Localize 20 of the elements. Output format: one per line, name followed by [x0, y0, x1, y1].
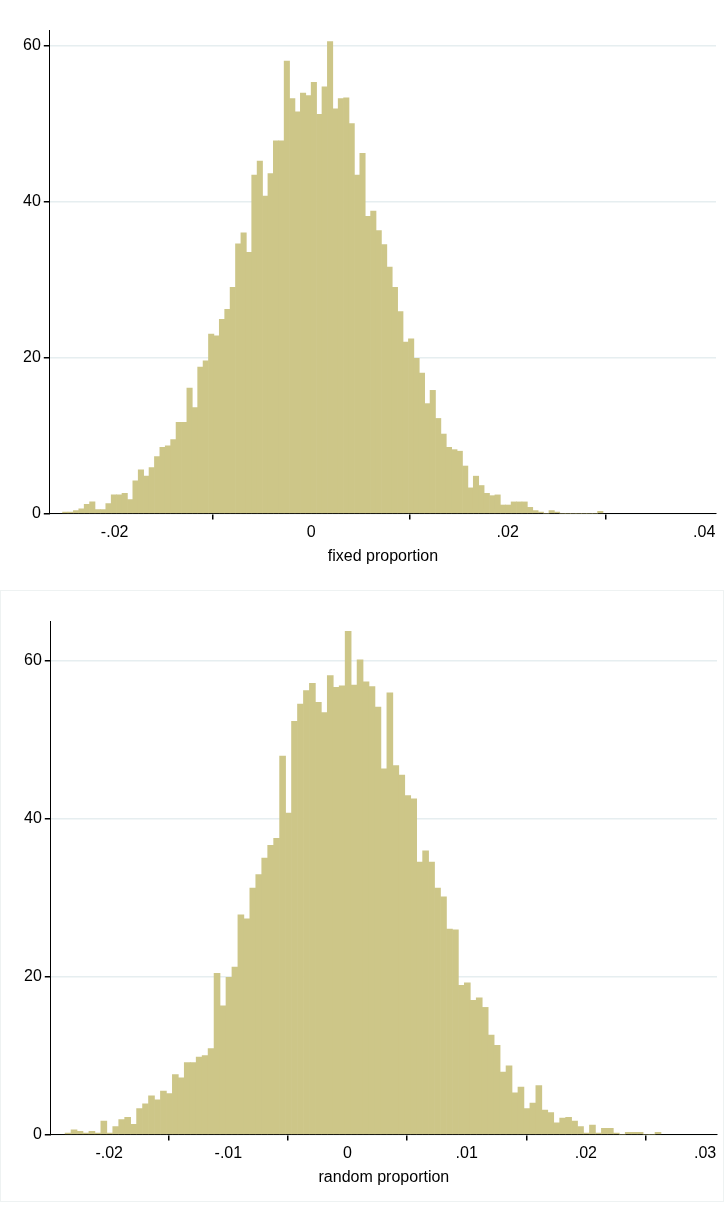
y-tick-label: 40: [24, 808, 42, 826]
x-tick-label: .02: [496, 522, 519, 540]
x-tick-label: -.02: [95, 1143, 124, 1161]
x-tick-label: .04: [693, 522, 716, 540]
y-tick-label: 20: [24, 966, 42, 984]
y-tick-label: 20: [23, 348, 41, 366]
y-tick-label: 60: [24, 650, 42, 668]
x-tick-label: .02: [574, 1143, 598, 1161]
x-axis-title: random proportion: [318, 1167, 450, 1185]
y-tick-label: 60: [23, 36, 41, 54]
x-tick-label: .01: [455, 1143, 478, 1161]
x-tick-label: .03: [693, 1143, 717, 1161]
x-tick-label: 0: [306, 522, 316, 540]
y-tick-label: 0: [32, 1125, 42, 1143]
x-axis-title: fixed proportion: [327, 546, 439, 564]
x-tick-label: -.01: [214, 1143, 243, 1161]
x-tick-label: -.02: [100, 522, 129, 540]
y-tick-label: 40: [23, 192, 41, 210]
y-tick-label: 0: [31, 504, 41, 522]
x-tick-label: 0: [343, 1143, 353, 1161]
